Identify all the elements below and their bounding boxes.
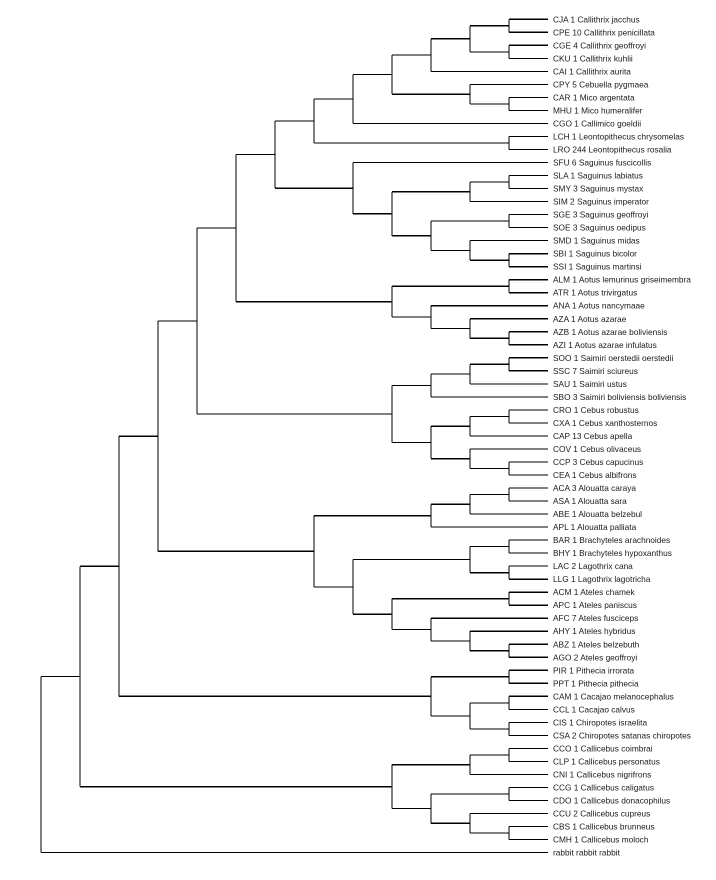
leaf-label: ALM 1 Aotus lemurinus griseimembra bbox=[553, 275, 691, 285]
leaf-label: ACM 1 Ateles chamek bbox=[553, 587, 635, 597]
leaf-label: AZB 1 Aotus azarae boliviensis bbox=[553, 327, 667, 337]
leaf-label: PIR 1 Pithecia irrorata bbox=[553, 665, 635, 675]
leaf-label: APL 1 Alouatta palliata bbox=[553, 522, 637, 532]
leaf-label: rabbit rabbit rabbit bbox=[553, 848, 621, 858]
leaf-label: LCH 1 Leontopithecus chrysomelas bbox=[553, 131, 684, 141]
leaf-label: SMD 1 Saguinus midas bbox=[553, 236, 640, 246]
leaf-label: SSC 7 Saimiri sciureus bbox=[553, 366, 638, 376]
leaf-label: AZI 1 Aotus azarae infulatus bbox=[553, 340, 657, 350]
leaf-label: CAI 1 Callithrix aurita bbox=[553, 66, 631, 76]
leaf-label: CAM 1 Cacajao melanocephalus bbox=[553, 691, 674, 701]
leaf-label: CDO 1 Callicebus donacophilus bbox=[553, 796, 670, 806]
leaf-label: CEA 1 Cebus albifrons bbox=[553, 470, 636, 480]
leaf-label: CRO 1 Cebus robustus bbox=[553, 405, 639, 415]
leaf-label: CNI 1 Callicebus nigrifrons bbox=[553, 769, 651, 779]
leaf-label: CMH 1 Callicebus moloch bbox=[553, 835, 649, 845]
leaf-label: CCL 1 Cacajao calvus bbox=[553, 704, 635, 714]
leaf-label: PPT 1 Pithecia pithecia bbox=[553, 678, 639, 688]
leaf-label: CPE 10 Callithrix penicillata bbox=[553, 27, 655, 37]
leaf-label: SBO 3 Saimiri boliviensis boliviensis bbox=[553, 392, 686, 402]
leaf-label: SLA 1 Saguinus labiatus bbox=[553, 171, 643, 181]
leaf-label: CPY 5 Cebuella pygmaea bbox=[553, 79, 649, 89]
leaf-label: SFU 6 Saguinus fuscicollis bbox=[553, 158, 651, 168]
leaf-label: SMY 3 Saguinus mystax bbox=[553, 184, 644, 194]
leaf-label: SOE 3 Saguinus oedipus bbox=[553, 223, 646, 233]
leaf-label: AHY 1 Ateles hybridus bbox=[553, 626, 635, 636]
leaf-label: CJA 1 Callithrix jacchus bbox=[553, 14, 640, 24]
leaf-label: ACA 3 Alouatta caraya bbox=[553, 483, 636, 493]
leaf-label: CCP 3 Cebus capucinus bbox=[553, 457, 643, 467]
tree-branches bbox=[40, 18, 548, 854]
leaf-label: SOO 1 Saimiri oerstedii oerstedii bbox=[553, 353, 674, 363]
leaf-label: ABE 1 Alouatta belzebul bbox=[553, 509, 642, 519]
leaf-label: CAP 13 Cebus apella bbox=[553, 431, 633, 441]
leaf-label: CCU 2 Callicebus cupreus bbox=[553, 809, 650, 819]
leaf-label: ASA 1 Alouatta sara bbox=[553, 496, 627, 506]
leaf-label: COV 1 Cebus olivaceus bbox=[553, 444, 641, 454]
leaf-label: BAR 1 Brachyteles arachnoides bbox=[553, 535, 670, 545]
leaf-label: APC 1 Ateles paniscus bbox=[553, 600, 637, 610]
leaf-label: SAU 1 Saimiri ustus bbox=[553, 379, 627, 389]
leaf-label: LLG 1 Lagothrix lagotricha bbox=[553, 574, 651, 584]
leaf-label: ANA 1 Aotus nancymaae bbox=[553, 301, 645, 311]
leaf-label: AFC 7 Ateles fusciceps bbox=[553, 613, 638, 623]
leaf-label: AZA 1 Aotus azarae bbox=[553, 314, 627, 324]
leaf-label: ABZ 1 Ateles belzebuth bbox=[553, 639, 640, 649]
leaf-label: SGE 3 Saguinus geoffroyi bbox=[553, 210, 648, 220]
leaf-label: CAR 1 Mico argentata bbox=[553, 92, 635, 102]
leaf-label: CGO 1 Callimico goeldii bbox=[553, 118, 641, 128]
leaf-label: SBI 1 Saguinus bicolor bbox=[553, 249, 637, 259]
leaf-label: SSI 1 Saguinus martinsi bbox=[553, 262, 642, 272]
leaf-label: CLP 1 Callicebus personatus bbox=[553, 756, 660, 766]
leaf-label: CKU 1 Callithrix kuhlii bbox=[553, 53, 633, 63]
leaf-label: ATR 1 Aotus trivirgatus bbox=[553, 288, 637, 298]
leaf-label: BHY 1 Brachyteles hypoxanthus bbox=[553, 548, 672, 558]
leaf-label: CBS 1 Callicebus brunneus bbox=[553, 822, 654, 832]
leaf-label: CXA 1 Cebus xanthosternos bbox=[553, 418, 657, 428]
leaf-label: CCG 1 Callicebus caligatus bbox=[553, 782, 654, 792]
leaf-label: LAC 2 Lagothrix cana bbox=[553, 561, 633, 571]
leaf-label: LRO 244 Leontopithecus rosalia bbox=[553, 145, 672, 155]
leaf-label: MHU 1 Mico humeralifer bbox=[553, 105, 643, 115]
leaf-label: CGE 4 Callithrix geoffroyi bbox=[553, 40, 646, 50]
leaf-label: SIM 2 Saguinus imperator bbox=[553, 197, 649, 207]
leaf-labels: CJA 1 Callithrix jacchus CPE 10 Callithri… bbox=[553, 14, 691, 857]
leaf-label: AGO 2 Ateles geoffroyi bbox=[553, 652, 637, 662]
leaf-label: CCO 1 Callicebus coimbrai bbox=[553, 743, 653, 753]
leaf-label: CSA 2 Chiropotes satanas chiropotes bbox=[553, 730, 691, 740]
leaf-label: CIS 1 Chiropotes israelita bbox=[553, 717, 647, 727]
